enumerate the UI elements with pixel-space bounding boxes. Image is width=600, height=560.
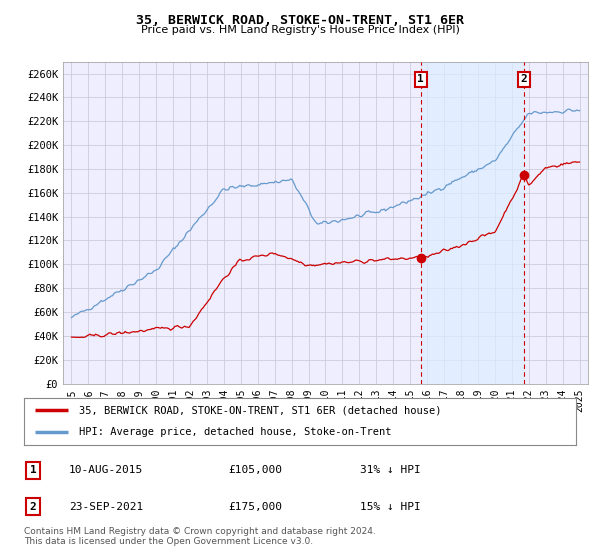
Bar bbox=[421, 62, 524, 384]
Text: 35, BERWICK ROAD, STOKE-ON-TRENT, ST1 6ER: 35, BERWICK ROAD, STOKE-ON-TRENT, ST1 6E… bbox=[136, 14, 464, 27]
Text: 23-SEP-2021: 23-SEP-2021 bbox=[69, 502, 143, 512]
Text: 35, BERWICK ROAD, STOKE-ON-TRENT, ST1 6ER (detached house): 35, BERWICK ROAD, STOKE-ON-TRENT, ST1 6E… bbox=[79, 405, 442, 416]
Text: 15% ↓ HPI: 15% ↓ HPI bbox=[360, 502, 421, 512]
Text: 10-AUG-2015: 10-AUG-2015 bbox=[69, 465, 143, 475]
Text: £175,000: £175,000 bbox=[228, 502, 282, 512]
Text: 2: 2 bbox=[29, 502, 37, 512]
Text: 2: 2 bbox=[521, 74, 527, 85]
Text: 1: 1 bbox=[418, 74, 424, 85]
Text: Contains HM Land Registry data © Crown copyright and database right 2024.
This d: Contains HM Land Registry data © Crown c… bbox=[24, 526, 376, 546]
Text: 31% ↓ HPI: 31% ↓ HPI bbox=[360, 465, 421, 475]
Text: Price paid vs. HM Land Registry's House Price Index (HPI): Price paid vs. HM Land Registry's House … bbox=[140, 25, 460, 35]
Text: HPI: Average price, detached house, Stoke-on-Trent: HPI: Average price, detached house, Stok… bbox=[79, 427, 392, 437]
Text: £105,000: £105,000 bbox=[228, 465, 282, 475]
Text: 1: 1 bbox=[29, 465, 37, 475]
